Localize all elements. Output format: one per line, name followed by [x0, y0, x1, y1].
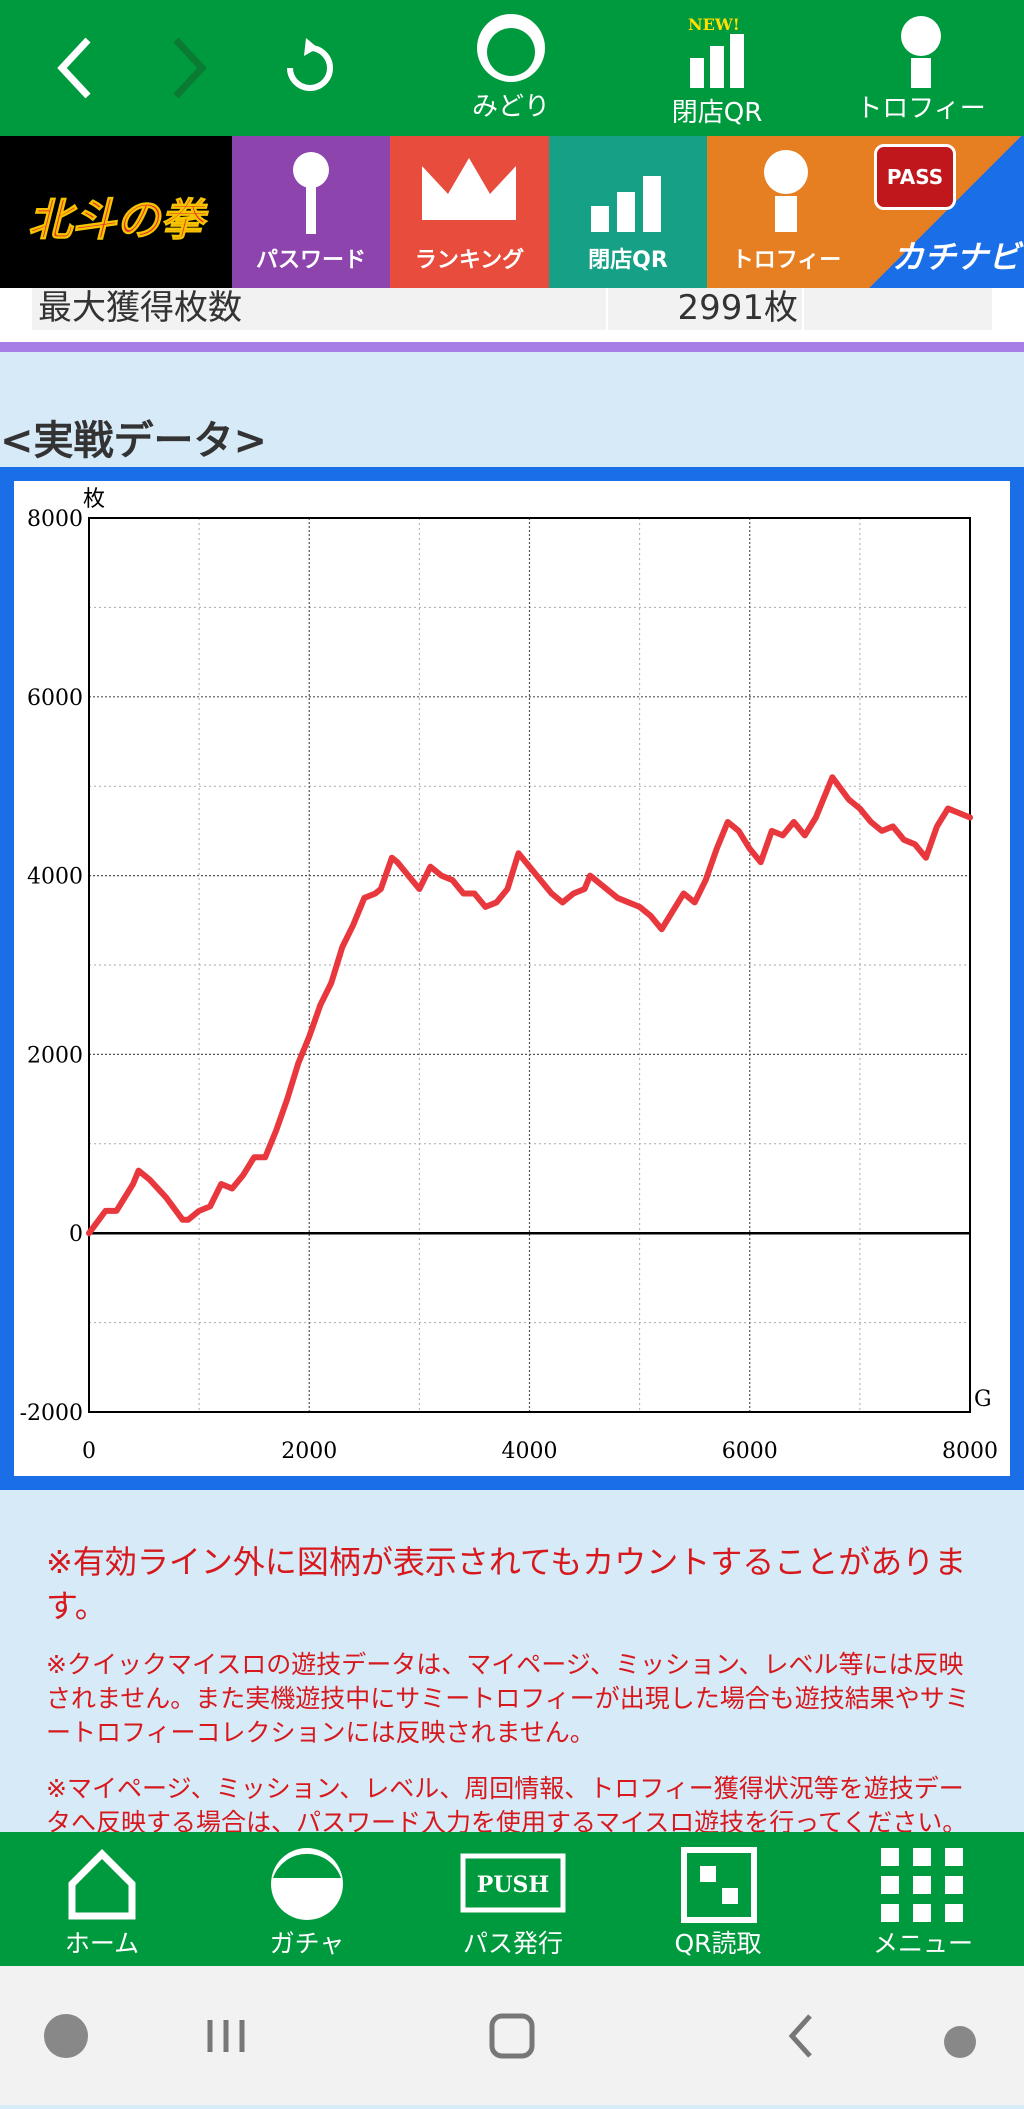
- y-tick-label: 2000: [27, 1043, 83, 1068]
- nav-label[interactable]: メニュー: [872, 1929, 973, 1958]
- nav-label[interactable]: ホーム: [64, 1929, 140, 1958]
- chart-frame: 0 2000 4000 6000 8000 -2000 0 2000 4000 6000 8000 枚…: [0, 467, 1024, 1490]
- qr-bar: [730, 34, 744, 88]
- qr-reader-icon[interactable]: [681, 1847, 757, 1923]
- midori-face: [487, 28, 535, 76]
- katinavi-logo: カチナビ: [891, 238, 1020, 276]
- nav-label[interactable]: トロフィー: [856, 94, 986, 124]
- tab-label: 閉店QR: [588, 248, 668, 273]
- tab[interactable]: パスワード: [232, 136, 390, 288]
- new-badge: NEW!: [688, 15, 740, 34]
- lock-icon[interactable]: [944, 2026, 976, 2058]
- data-line: [86, 774, 973, 1237]
- x-tick-label: 4000: [502, 1439, 558, 1464]
- chart: 0 2000 4000 6000 8000-200002000400060008000枚…: [0, 467, 1024, 1490]
- note: ※マイページ、ミッション、レベル、周回情報、トロフィー獲得状況等を遊技データへ反…: [46, 1774, 968, 1832]
- tab-label: パスワード: [255, 248, 366, 273]
- plot-frame: [88, 517, 971, 1413]
- y-tick-label: 6000: [27, 686, 83, 711]
- y-unit: 枚: [83, 487, 105, 512]
- recent-button[interactable]: [207, 2020, 245, 2052]
- x-tick-label: 0: [82, 1439, 96, 1464]
- table-cell: 2991枚: [608, 288, 802, 330]
- nav-label[interactable]: ガチャ: [269, 1929, 345, 1958]
- table-cell: 最大獲得枚数: [32, 288, 606, 330]
- y-tick-label: -2000: [20, 1401, 83, 1426]
- back-system-button[interactable]: [788, 2014, 812, 2058]
- qr-bar: [710, 46, 724, 88]
- trophy-head[interactable]: [901, 16, 941, 56]
- system-bar: [0, 1966, 1024, 2105]
- nav-label[interactable]: みどり: [471, 92, 550, 122]
- reload-button[interactable]: [287, 45, 333, 91]
- x-tick-label: 2000: [281, 1439, 337, 1464]
- nav-label[interactable]: 閉店QR: [671, 98, 763, 128]
- pass-logo: PASS: [874, 144, 956, 210]
- push-text: PUSH: [477, 1872, 549, 1898]
- qr-icon: [591, 176, 661, 232]
- game-icon[interactable]: [44, 2014, 88, 2058]
- pass-icon[interactable]: [460, 1853, 566, 1913]
- y-tick-label: 4000: [27, 865, 83, 890]
- back-button[interactable]: [57, 37, 91, 99]
- bottom-nav-icons: PUSH: [68, 1847, 963, 1923]
- tab-row: 北斗の拳 パスワード ランキング 閉店QR トロフィー PASS カチナビ: [0, 136, 1024, 288]
- tab[interactable]: ランキング: [390, 136, 549, 288]
- y-tick-label: 0: [69, 1222, 83, 1247]
- trophy-body: [911, 58, 931, 88]
- note: ※有効ライン外に図柄が表示されてもカウントすることがあります。: [46, 1543, 967, 1625]
- key-icon: [293, 152, 329, 234]
- section-title: <実戦データ>: [0, 418, 268, 464]
- table-cell: [804, 288, 992, 330]
- note: ※クイックマイスロの遊技データは、マイページ、ミッション、レベル等には反映されま…: [46, 1650, 970, 1747]
- menu-icon[interactable]: [881, 1848, 963, 1922]
- katinavi-tab[interactable]: PASS カチナビ: [866, 136, 1024, 288]
- crown-icon: [422, 158, 516, 220]
- y-tick-label: 8000: [27, 507, 83, 532]
- top-nav-icons: NEW!: [57, 14, 941, 99]
- system-icons: [44, 2013, 976, 2059]
- tab-label: ランキング: [414, 248, 525, 273]
- x-tick-label: 8000: [942, 1439, 998, 1464]
- bottom-nav: PUSH ホーム ガチャ パス発行 QR読取 メニュー: [0, 1832, 1024, 1966]
- tab[interactable]: トロフィー: [707, 136, 866, 288]
- logo-tab[interactable]: 北斗の拳: [0, 136, 232, 288]
- reload-arrow: [304, 38, 318, 56]
- home-icon[interactable]: [68, 1849, 136, 1920]
- chart-background: [14, 481, 1010, 1476]
- tab-label: トロフィー: [731, 248, 842, 273]
- tab[interactable]: 閉店QR: [549, 136, 707, 288]
- forward-button[interactable]: [173, 37, 207, 99]
- home-button[interactable]: [489, 2013, 535, 2059]
- x-unit: G: [974, 1387, 992, 1412]
- nav-label[interactable]: QR読取: [674, 1929, 762, 1958]
- qr-bar[interactable]: [690, 58, 704, 88]
- x-tick-label: 6000: [722, 1439, 778, 1464]
- top-nav: NEW! みどり 閉店QR トロフィー: [0, 0, 1024, 136]
- logo-text: 北斗の拳: [28, 195, 205, 247]
- nav-label[interactable]: パス発行: [462, 1929, 563, 1958]
- stats-table: 最大獲得枚数 2991枚: [0, 288, 1024, 352]
- notes: ※有効ライン外に図柄が表示されてもカウントすることがあります。 ※クイックマイス…: [46, 1540, 986, 1832]
- trophy-icon: [764, 150, 808, 232]
